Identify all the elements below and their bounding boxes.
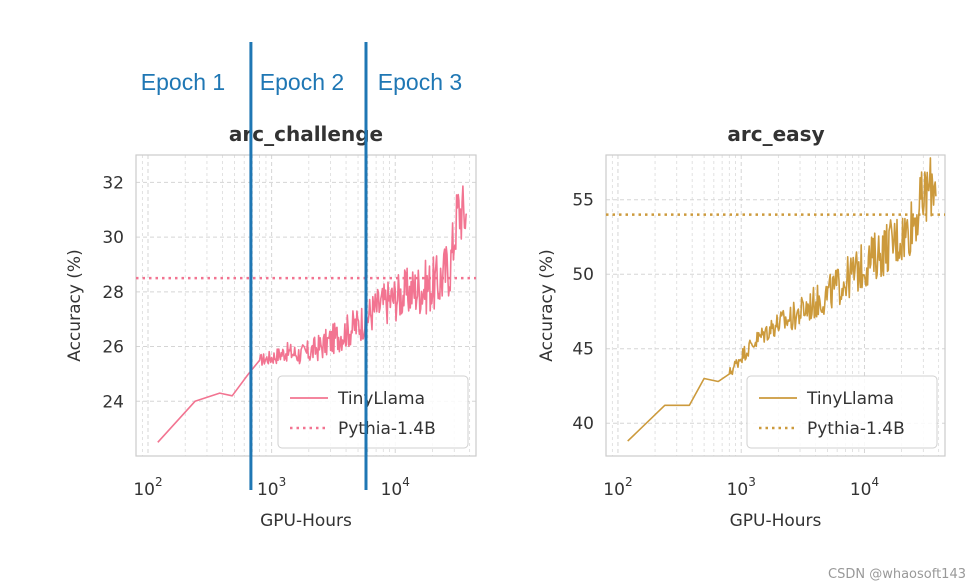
tinyllama-series-line	[627, 157, 937, 442]
arc-easy-chart: arc_easy 40 45 50 55 102 103 104 GPU-Hours Accura…	[537, 122, 946, 531]
legend-box	[277, 375, 469, 449]
y-tick-label: 55	[572, 191, 594, 211]
watermark: CSDN @whaosoft143	[828, 567, 966, 582]
y-axis-label: Accuracy (%)	[537, 249, 557, 361]
epoch-3-label: Epoch 3	[378, 69, 462, 95]
x-axis-label: GPU-Hours	[730, 511, 822, 531]
y-tick-label: 50	[572, 265, 594, 285]
epoch-1-label: Epoch 1	[141, 69, 225, 95]
x-axis-label: GPU-Hours	[260, 511, 352, 531]
legend-box	[746, 375, 938, 449]
x-tick-label: 102	[603, 475, 632, 500]
epoch-2-label: Epoch 2	[260, 69, 344, 95]
y-tick-label: 24	[102, 392, 124, 412]
legend: TinyLlama Pythia-1.4B	[746, 375, 938, 449]
x-tick-label: 103	[257, 475, 286, 500]
y-tick-label: 32	[102, 173, 124, 193]
legend-label-pythia: Pythia-1.4B	[807, 419, 905, 439]
x-tick-label: 103	[727, 475, 756, 500]
tinyllama-series-line	[157, 185, 468, 443]
x-tick-label: 104	[381, 475, 410, 500]
chart-title: arc_easy	[727, 122, 824, 146]
y-axis-label: Accuracy (%)	[65, 249, 85, 361]
legend-label-pythia: Pythia-1.4B	[338, 419, 436, 439]
plot-frame	[135, 154, 477, 457]
y-tick-label: 28	[102, 283, 124, 303]
x-tick-label: 104	[850, 475, 879, 500]
plot-frame	[605, 154, 946, 457]
x-tick-label: 102	[133, 475, 162, 500]
legend-label-tinyllama: TinyLlama	[806, 389, 894, 409]
y-tick-label: 45	[572, 340, 594, 360]
y-tick-label: 26	[102, 338, 124, 358]
y-tick-label: 40	[572, 414, 594, 434]
minor-gridlines	[611, 155, 940, 456]
arc-challenge-chart: arc_challenge 24 26 28 30 32 102 103 104 GPU-Hour…	[65, 42, 477, 531]
legend-label-tinyllama: TinyLlama	[337, 389, 425, 409]
y-tick-label: 30	[102, 228, 124, 248]
legend: TinyLlama Pythia-1.4B	[277, 375, 469, 449]
chart-title: arc_challenge	[229, 122, 383, 146]
